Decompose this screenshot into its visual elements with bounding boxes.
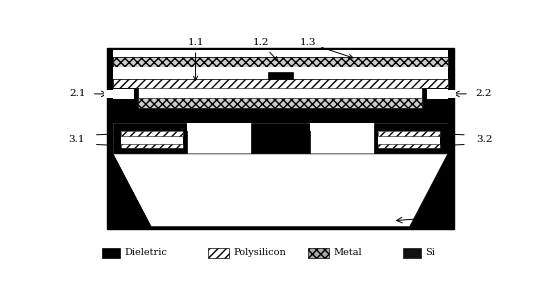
- Bar: [107, 154, 454, 229]
- Bar: [310, 123, 374, 131]
- Bar: [251, 123, 310, 154]
- Bar: [113, 79, 448, 88]
- Bar: [102, 248, 120, 257]
- Text: 4.2: 4.2: [259, 135, 276, 144]
- Text: -4.1: -4.1: [251, 129, 271, 138]
- Text: 3.1: 3.1: [68, 135, 84, 144]
- Bar: [113, 67, 448, 72]
- Bar: [208, 248, 230, 257]
- Bar: [107, 88, 138, 100]
- Bar: [113, 57, 448, 67]
- Text: 2.1: 2.1: [69, 89, 85, 98]
- Bar: [120, 131, 183, 148]
- Polygon shape: [113, 154, 448, 227]
- Bar: [267, 72, 293, 79]
- Bar: [113, 123, 448, 154]
- Bar: [448, 90, 456, 98]
- Bar: [104, 90, 113, 98]
- Bar: [138, 98, 422, 107]
- Text: Metal: Metal: [333, 248, 362, 257]
- Text: 1.2: 1.2: [253, 38, 278, 61]
- Text: Si: Si: [426, 248, 435, 257]
- Text: Dieletric: Dieletric: [124, 248, 167, 257]
- Bar: [422, 88, 454, 100]
- Bar: [113, 88, 448, 100]
- Text: 3.2: 3.2: [476, 135, 493, 144]
- Bar: [403, 248, 421, 257]
- Bar: [374, 123, 448, 154]
- Bar: [187, 123, 251, 131]
- Bar: [113, 123, 187, 154]
- Bar: [107, 48, 454, 229]
- Bar: [308, 248, 329, 257]
- Bar: [113, 89, 134, 99]
- Bar: [120, 144, 183, 148]
- Bar: [113, 50, 448, 57]
- Text: 5: 5: [444, 213, 450, 222]
- Bar: [138, 111, 422, 117]
- Bar: [427, 89, 448, 99]
- Text: Polysilicon: Polysilicon: [234, 248, 287, 257]
- Bar: [378, 131, 440, 136]
- Bar: [378, 144, 440, 148]
- Text: 1.1: 1.1: [187, 38, 204, 80]
- Bar: [378, 131, 440, 148]
- Polygon shape: [410, 154, 448, 227]
- Text: 2.2: 2.2: [475, 89, 492, 98]
- Bar: [120, 131, 183, 136]
- Polygon shape: [113, 154, 151, 227]
- Text: 1.3: 1.3: [300, 38, 353, 59]
- Bar: [113, 72, 448, 79]
